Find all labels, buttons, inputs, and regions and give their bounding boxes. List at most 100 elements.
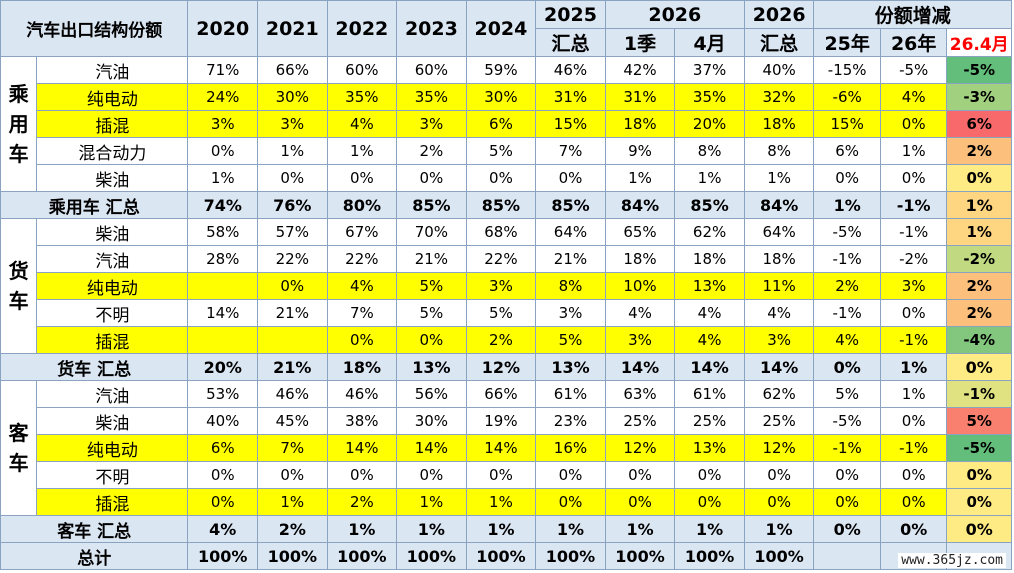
value-cell: 100% — [674, 542, 745, 570]
value-cell: 0% — [813, 461, 881, 489]
value-cell: 57% — [257, 218, 328, 246]
value-cell: 3% — [604, 326, 676, 354]
value-cell: 76% — [257, 191, 328, 219]
value-cell: 25% — [743, 407, 815, 435]
value-cell: 13% — [674, 272, 745, 300]
value-cell: 1% — [674, 515, 745, 543]
value-cell: 71% — [187, 56, 259, 84]
value-cell: 3% — [879, 272, 948, 300]
change-cell: 1% — [946, 218, 1012, 246]
value-cell: 21% — [396, 245, 467, 273]
value-cell: 24% — [187, 83, 259, 111]
value-cell: 0% — [396, 164, 467, 192]
value-cell: 14% — [604, 353, 676, 381]
change-cell: -4% — [946, 326, 1012, 354]
column-header: 2020 — [187, 0, 259, 57]
value-cell: -15% — [813, 56, 881, 84]
value-cell: 85% — [465, 191, 537, 219]
column-header: 2026 — [743, 0, 815, 29]
value-cell: 15% — [813, 110, 881, 138]
value-cell: 1% — [326, 515, 398, 543]
table-row: 纯电动 6% 7% 14% 14% 14% 16% 12% 13% 12% -1% -1% -5% — [1, 434, 1012, 462]
value-cell: 23% — [535, 407, 606, 435]
value-cell: 4% — [674, 326, 745, 354]
value-cell: 0% — [326, 461, 398, 489]
value-cell: 0% — [257, 272, 328, 300]
column-subheader: 4月 — [674, 28, 745, 57]
value-cell: 14% — [465, 434, 537, 462]
value-cell: 35% — [674, 83, 745, 111]
value-cell: -1% — [879, 434, 948, 462]
row-label: 汽油 — [36, 245, 189, 273]
value-cell: 0% — [674, 488, 745, 516]
value-cell: 37% — [674, 56, 745, 84]
category-label: 货车 — [0, 218, 38, 354]
value-cell: 4% — [326, 110, 398, 138]
change-cell: -2% — [946, 245, 1012, 273]
value-cell: 0% — [879, 407, 948, 435]
value-cell: 80% — [326, 191, 398, 219]
value-cell: 0% — [813, 353, 881, 381]
value-cell: 61% — [535, 380, 606, 408]
row-label: 插混 — [36, 326, 189, 354]
change-cell: 2% — [946, 137, 1012, 165]
value-cell: 85% — [674, 191, 745, 219]
value-cell: 0% — [604, 461, 676, 489]
value-cell: -5% — [813, 218, 881, 246]
value-cell: 0% — [879, 164, 948, 192]
value-cell: 1% — [879, 137, 948, 165]
value-cell: 1% — [743, 515, 815, 543]
value-cell: 20% — [187, 353, 259, 381]
row-label: 纯电动 — [36, 83, 189, 111]
value-cell: 40% — [187, 407, 259, 435]
value-cell: 31% — [604, 83, 676, 111]
value-cell: 1% — [813, 191, 881, 219]
value-cell: 100% — [257, 542, 328, 570]
value-cell: 0% — [813, 515, 881, 543]
value-cell: 0% — [879, 488, 948, 516]
category-label: 客车 — [0, 380, 38, 516]
value-cell: 0% — [674, 461, 745, 489]
value-cell: 7% — [257, 434, 328, 462]
value-cell: 40% — [743, 56, 815, 84]
table-row: 纯电动 0% 4% 5% 3% 8% 10% 13% 11% 2% 3% 2% — [1, 272, 1012, 300]
value-cell: 8% — [535, 272, 606, 300]
value-cell — [813, 542, 881, 570]
value-cell: 22% — [326, 245, 398, 273]
value-cell: 64% — [743, 218, 815, 246]
value-cell: 5% — [396, 272, 467, 300]
table-row: 客车 汽油 53% 46% 46% 56% 66% 61% 63% 61% 62% 5% 1% -1% — [0, 380, 1012, 516]
value-cell: 60% — [326, 56, 398, 84]
value-cell: 13% — [396, 353, 467, 381]
value-cell: 9% — [604, 137, 676, 165]
value-cell: 0% — [743, 461, 815, 489]
value-cell: 7% — [326, 299, 398, 327]
value-cell: 30% — [396, 407, 467, 435]
value-cell: 19% — [465, 407, 537, 435]
value-cell: -1% — [879, 218, 948, 246]
value-cell: 2% — [326, 488, 398, 516]
table-row: 乘用车 汽油 71% 66% 60% 60% 59% 46% 42% 37% 40% -15% -5% -… — [0, 56, 1012, 192]
row-label: 汽油 — [36, 380, 189, 408]
value-cell: 0% — [535, 461, 606, 489]
value-cell: 0% — [879, 515, 948, 543]
row-label: 柴油 — [36, 164, 189, 192]
row-label: 纯电动 — [36, 434, 189, 462]
value-cell: 14% — [743, 353, 815, 381]
value-cell: 0% — [879, 110, 948, 138]
table-title: 汽车出口结构份额 — [0, 0, 189, 57]
row-label: 柴油 — [36, 407, 189, 435]
column-subheader: 26年 — [879, 28, 948, 57]
value-cell: 6% — [187, 434, 259, 462]
change-cell: 2% — [946, 299, 1012, 327]
total-row: 总计 100% 100% 100% 100% 100% 100% 100% 100% 100% — [0, 542, 1012, 570]
column-subheader-highlight: 26.4月 — [946, 28, 1012, 57]
value-cell: 0% — [257, 461, 328, 489]
change-cell: 0% — [946, 488, 1012, 516]
value-cell: 5% — [465, 137, 537, 165]
column-header: 2025 — [535, 0, 606, 29]
value-cell: 0% — [813, 164, 881, 192]
value-cell: 2% — [465, 326, 537, 354]
category-name: 乘用车 — [8, 82, 29, 166]
